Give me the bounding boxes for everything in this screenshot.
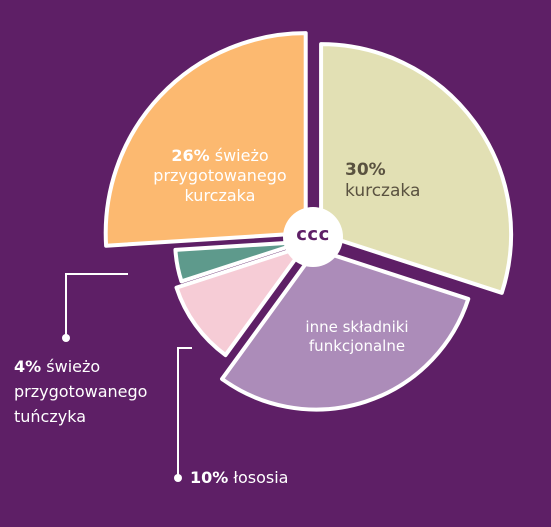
label-slice-inne: inne składniki funkcjonalne xyxy=(282,318,432,356)
leader-dot-tunczyk xyxy=(62,334,70,342)
slice-kurczaka xyxy=(319,42,514,295)
center-badge xyxy=(283,207,343,267)
label-slice-swiezy-kurczak: 26% świeżo przygotowanego kurczaka xyxy=(135,146,305,206)
slice-tunczyk-text: świeżo przygotowanego tuńczyka xyxy=(14,357,148,426)
slice-inne xyxy=(220,247,471,412)
slice-inne-text: inne składniki funkcjonalne xyxy=(305,318,409,355)
center-logo-text: CCC xyxy=(285,224,341,247)
leader-line-tunczyk xyxy=(65,273,128,338)
slice-losos-text: łososia xyxy=(233,468,289,487)
slice-kurczaka-text: kurczaka xyxy=(345,181,421,202)
label-slice-tunczyk: 4% świeżo przygotowanego tuńczyka xyxy=(14,355,184,429)
slice-swiezy-kurczak-text: świeżo przygotowanego kurczaka xyxy=(153,146,287,205)
label-slice-kurczaka: 30% kurczaka xyxy=(345,160,420,203)
leader-dot-losos xyxy=(174,474,182,482)
center-label: CCC xyxy=(296,224,330,245)
slice-tunczyk-percent: 4% xyxy=(14,357,42,376)
slice-losos xyxy=(174,243,307,358)
label-slice-losos: 10% łososia xyxy=(190,468,288,488)
leader-line-losos xyxy=(177,347,192,478)
slice-losos-percent: 10% xyxy=(190,468,229,487)
slice-swiezy-kurczak-percent: 26% xyxy=(171,146,210,165)
slice-tunczyk xyxy=(173,239,306,284)
slice-kurczaka-percent: 30% xyxy=(345,160,386,180)
slice-swiezy-kurczak xyxy=(103,31,308,248)
